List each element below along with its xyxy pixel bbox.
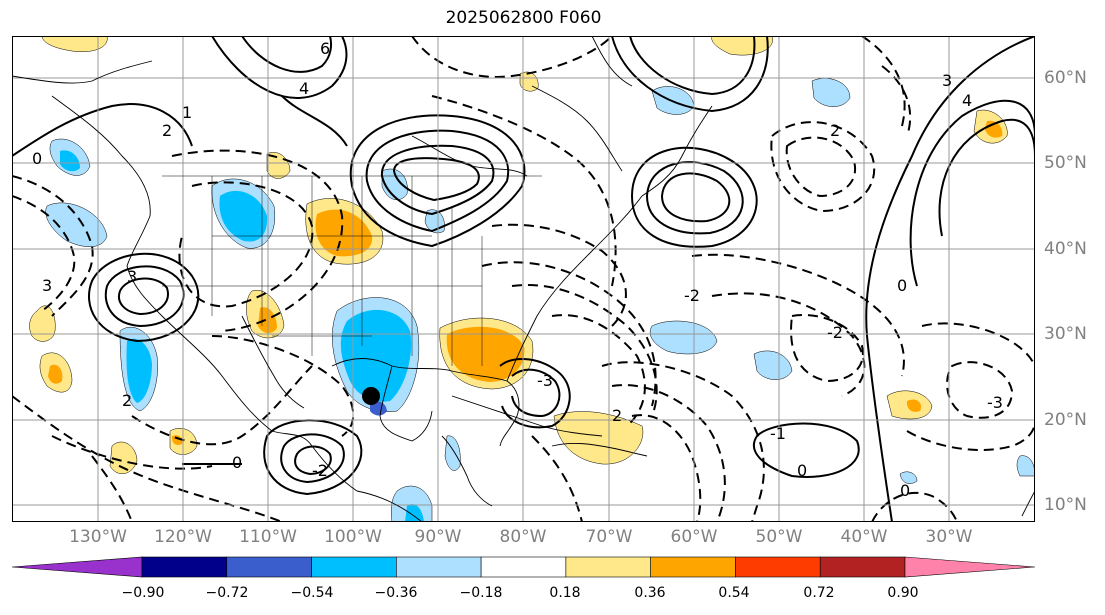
contour-label: -1 (770, 424, 786, 443)
contour-label: 0 (797, 461, 807, 480)
contour-label: 0 (897, 276, 907, 295)
lat-label: 40°N (1044, 239, 1087, 259)
contour-label: 6 (320, 39, 330, 58)
colorbar (12, 556, 1035, 578)
lon-label: 110°W (239, 527, 297, 547)
contour-label: -3 (987, 393, 1003, 412)
lon-label: 40°W (840, 527, 888, 547)
colorbar-tick: 0.90 (887, 585, 919, 601)
contour-label: 2 (162, 121, 172, 140)
coastlines (12, 36, 1035, 522)
lon-label: 100°W (324, 527, 382, 547)
positive-anomalies-strong (48, 120, 1003, 446)
colorbar-cell (396, 556, 482, 578)
contour-label-group: 3 2 1 0 -1 -2 -3 4 6 3 2 0 -3 0 -2 3 2 0… (32, 39, 1003, 500)
contour-label: 2 (612, 406, 622, 425)
contour-label: -2 (312, 461, 328, 480)
contour-label: -2 (827, 323, 843, 342)
colorbar-tick: −0.18 (459, 585, 503, 601)
contour-label: 4 (962, 91, 972, 110)
contour-label: -2 (684, 286, 700, 305)
colorbar-cell (819, 556, 906, 578)
graticule (12, 36, 1035, 522)
colorbar-tick: 0.54 (718, 585, 750, 601)
colorbar-tick: −0.54 (290, 585, 334, 601)
colorbar-cell (141, 556, 228, 578)
contour-label: -3 (537, 371, 553, 390)
colorbar-cell (735, 556, 821, 578)
colorbar-tick: −0.36 (374, 585, 418, 601)
contour-label: 0 (232, 453, 242, 472)
contour-label: 0 (32, 149, 42, 168)
colorbar-cell (480, 556, 567, 578)
contour-label: 4 (299, 79, 309, 98)
shaded-anomalies (29, 36, 1035, 522)
lat-label: 30°N (1044, 324, 1087, 344)
contour-label: 0 (900, 481, 910, 500)
state-borders (162, 175, 542, 366)
colorbar-tick: 0.72 (803, 585, 835, 601)
colorbar-extend-max (904, 556, 1035, 578)
contour-label: 3 (942, 71, 952, 90)
colorbar-extend-min (12, 556, 143, 578)
negative-anomalies-deep (370, 401, 387, 416)
lon-label: 120°W (154, 527, 212, 547)
lon-label: 70°W (585, 527, 633, 547)
colorbar-cell (565, 556, 651, 578)
lat-label: 60°N (1044, 68, 1087, 88)
contour-label: 2 (122, 391, 132, 410)
map-title: 2025062800 F060 (445, 8, 602, 28)
contour-label: 3 (127, 267, 137, 286)
lon-label: 60°W (670, 527, 718, 547)
contour-label: 2 (830, 121, 840, 140)
negative-anomalies-strong (60, 150, 424, 522)
lon-label: 50°W (755, 527, 803, 547)
lon-label: 130°W (69, 527, 127, 547)
colorbar-cell (226, 556, 312, 578)
lat-label: 50°N (1044, 153, 1087, 173)
lon-label: 30°W (925, 527, 973, 547)
lat-label: 20°N (1044, 410, 1087, 430)
colorbar-tick: −0.90 (121, 585, 165, 601)
contour-label: 1 (182, 103, 192, 122)
lat-label: 10°N (1044, 495, 1087, 515)
colorbar-tick: 0.36 (634, 585, 666, 601)
lon-label: 80°W (499, 527, 547, 547)
colorbar-cell (650, 556, 736, 578)
storm-center-marker (362, 387, 380, 405)
colorbar-tick: 0.18 (549, 585, 581, 601)
lon-label: 90°W (414, 527, 462, 547)
map-panel: 3 2 1 0 -1 -2 -3 4 6 3 2 0 -3 0 -2 3 2 0… (12, 36, 1035, 522)
colorbar-tick: −0.72 (205, 585, 249, 601)
colorbar-cell (311, 556, 397, 578)
contour-label: 3 (42, 276, 52, 295)
positive-contours (12, 36, 1035, 522)
